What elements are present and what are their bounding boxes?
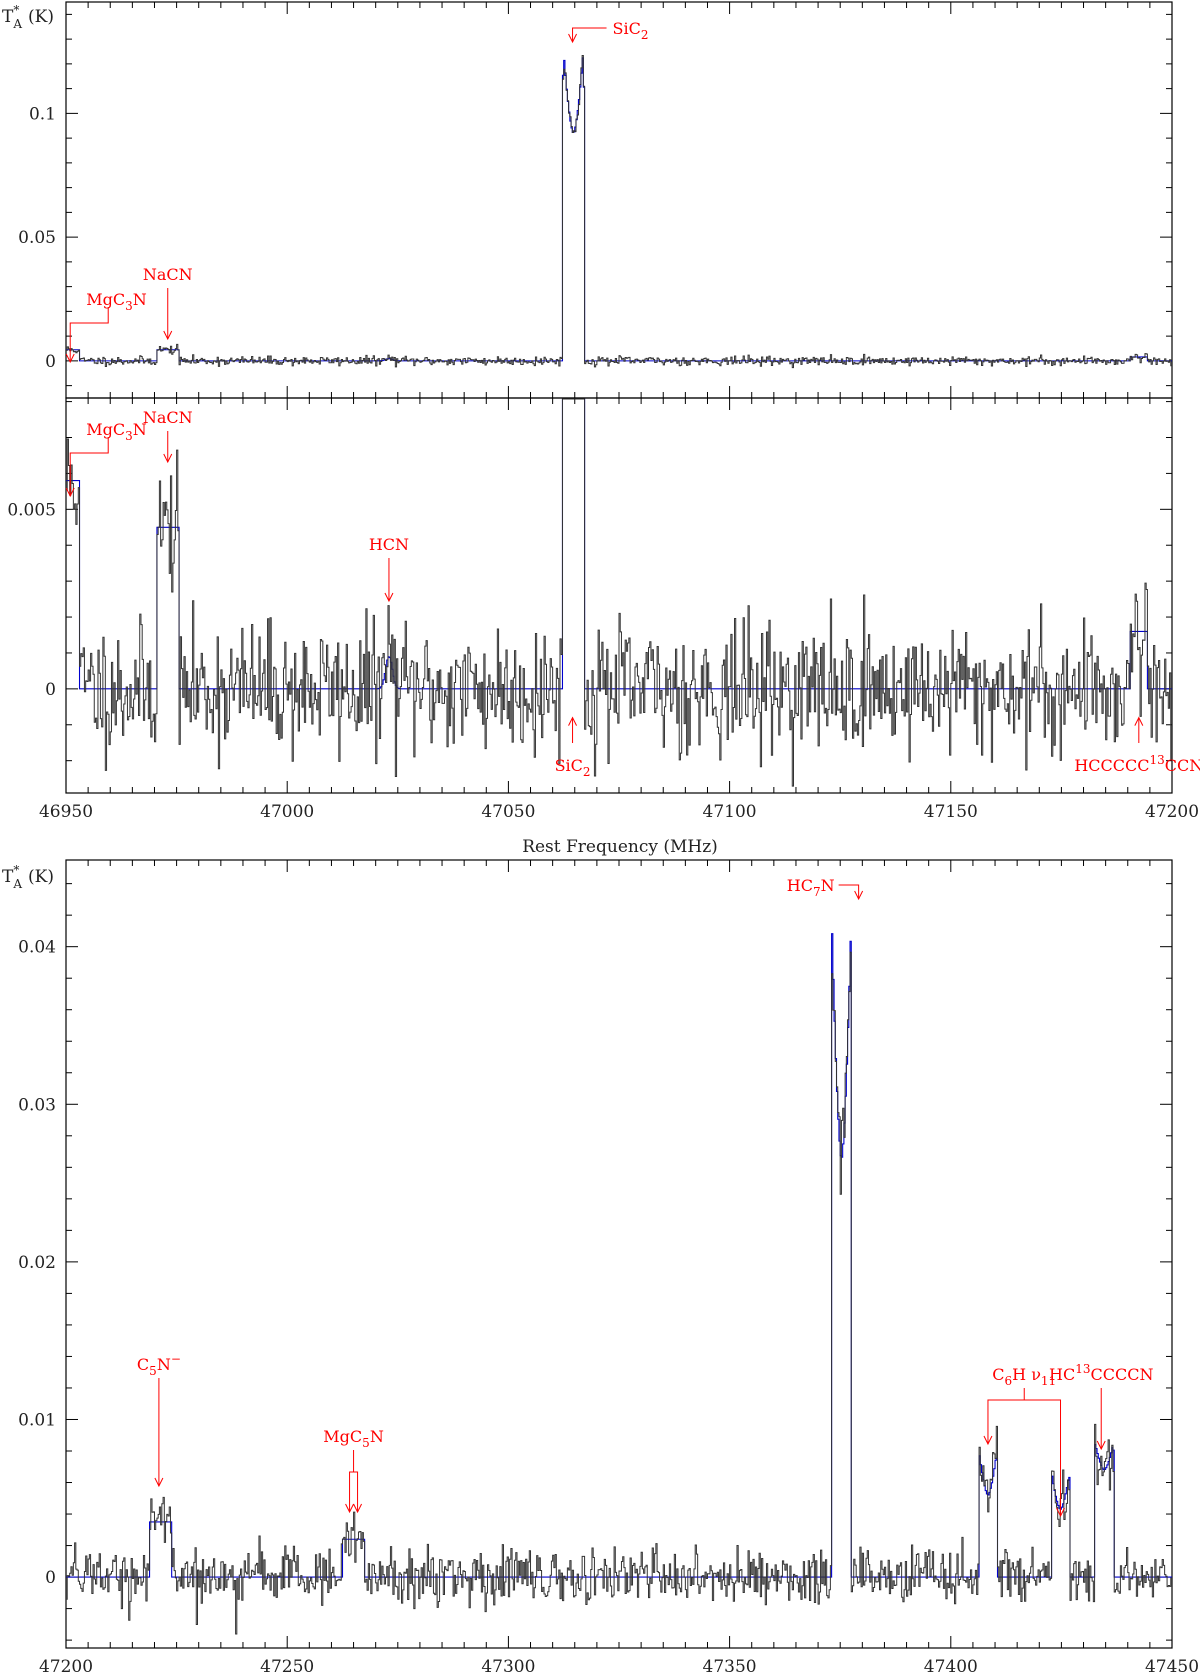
x-tick-label: 47150: [924, 802, 978, 822]
x-tick-label: 47050: [481, 802, 535, 822]
x-tick-label: 47300: [481, 1657, 535, 1677]
lower-y-axis-unit: (K): [28, 867, 54, 887]
annotation-arrowhead: [854, 890, 864, 901]
molecule-label: HCCCCC13CCN: [1074, 753, 1200, 775]
y-tick-label: 0.04: [18, 938, 56, 958]
x-tick-label: 47200: [39, 1657, 93, 1677]
annotation-arrowhead: [154, 1477, 164, 1488]
molecule-label: NaCN: [143, 408, 193, 427]
lower-y-axis-sub: A: [12, 877, 22, 891]
upper-y-axis-sup: *: [13, 3, 19, 17]
x-tick-label: 47450: [1145, 1657, 1199, 1677]
y-tick-label: 0.02: [18, 1253, 56, 1273]
annotation-arrowhead: [568, 33, 577, 44]
upper-y-axis-unit: (K): [28, 7, 54, 27]
zoom-panel-frame: [65, 397, 1173, 794]
x-axis-title: Rest Frequency (MHz): [522, 837, 718, 857]
x-tick-label: 47200: [1145, 802, 1199, 822]
annotation-bracket: [349, 1471, 359, 1512]
x-tick-label: 47000: [260, 802, 314, 822]
model-spectrum: [66, 57, 1172, 362]
molecule-label: NaCN: [143, 265, 193, 284]
molecule-label: SiC2: [613, 19, 649, 42]
y-tick-label: 0.005: [7, 500, 56, 520]
upper-y-axis-symbol: T: [2, 7, 14, 27]
annotation-arrowhead: [568, 716, 577, 726]
y-tick-label: 0.01: [18, 1410, 56, 1430]
annotation-arrowhead: [65, 353, 75, 364]
annotation-arrowhead: [163, 330, 173, 341]
annotation-arrowhead: [345, 1503, 355, 1514]
molecule-label: MgC3N: [86, 420, 147, 443]
lower-y-axis-sup: *: [13, 863, 19, 877]
x-tick-label: 47100: [703, 802, 757, 822]
x-tick-label: 47350: [703, 1657, 757, 1677]
annotation-arrowhead: [1056, 1507, 1065, 1518]
annotation-arrow: [838, 884, 860, 899]
molecule-label: HCN: [369, 535, 409, 554]
molecule-label: C6H ν11: [992, 1365, 1056, 1388]
upper-panel: 0 0.05 0.1 SiC2 NaCN MgC3N T* A (K): [2, 1, 1173, 399]
molecule-label: C5N−: [137, 1352, 181, 1378]
lower-panel-frame: [65, 859, 1173, 1649]
lower-panel: 0 0.01 0.02 0.03 0.04 47200 47250 47300 47350 47…: [2, 859, 1199, 1677]
annotation-arrowhead: [983, 1435, 993, 1446]
observed-spectrum: [66, 55, 1172, 369]
x-tick-label: 47250: [260, 1657, 314, 1677]
model-spectrum: [66, 933, 1172, 1578]
annotation-arrow: [69, 307, 109, 362]
annotation-arrowhead: [65, 487, 75, 498]
upper-y-axis-label: T* A (K): [2, 3, 54, 31]
annotation-arrow: [69, 437, 109, 496]
annotation-arrowhead: [384, 592, 394, 603]
lower-y-axis-label: T* A (K): [2, 863, 54, 891]
annotation-arrowhead: [353, 1503, 363, 1514]
upper-y-axis-sub: A: [12, 17, 22, 31]
annotation-arrowhead: [1134, 716, 1144, 726]
molecule-label: HC7N: [787, 876, 835, 899]
y-tick-label: 0.05: [18, 228, 56, 248]
annotation-arrow: [572, 27, 607, 42]
y-tick-label: 0: [45, 352, 56, 372]
upper-panel-frame: [65, 1, 1173, 399]
observed-spectrum: [66, 398, 1172, 787]
y-tick-label: 0.03: [18, 1095, 56, 1115]
x-tick-label: 47400: [924, 1657, 978, 1677]
y-tick-label: 0.1: [29, 104, 56, 124]
annotation-bracket: [987, 1399, 1062, 1516]
y-tick-label: 0: [45, 1568, 56, 1588]
lower-y-axis-symbol: T: [2, 867, 14, 887]
annotation-arrowhead: [1096, 1440, 1106, 1451]
zoom-panel: 0 0.005 46950 47000 47050 47100 47150 47200 Mg…: [7, 397, 1200, 857]
molecule-label: HC13CCCCN: [1049, 1362, 1153, 1384]
y-tick-label: 0: [45, 680, 56, 700]
molecule-label: MgC3N: [86, 290, 147, 313]
annotation-arrowhead: [163, 453, 173, 464]
molecule-label: SiC2: [555, 756, 591, 779]
observed-spectrum: [66, 951, 1172, 1635]
molecule-label: MgC5N: [323, 1427, 384, 1450]
x-tick-label: 46950: [39, 802, 93, 822]
